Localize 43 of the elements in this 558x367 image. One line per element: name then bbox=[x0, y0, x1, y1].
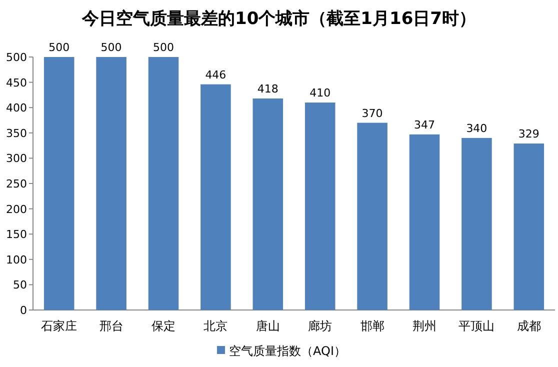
data-label: 500 bbox=[100, 41, 122, 54]
x-tick-label: 平顶山 bbox=[458, 319, 495, 333]
data-label: 370 bbox=[362, 106, 383, 120]
y-tick-label: 400 bbox=[6, 102, 27, 115]
bar bbox=[252, 98, 284, 310]
bar bbox=[357, 122, 388, 310]
bar bbox=[148, 57, 179, 310]
data-label: 446 bbox=[205, 68, 226, 82]
y-tick-label: 50 bbox=[13, 278, 27, 292]
x-tick-label: 邢台 bbox=[99, 319, 124, 333]
bar bbox=[44, 57, 74, 310]
y-tick-label: 350 bbox=[6, 126, 27, 140]
y-tick-label: 450 bbox=[6, 76, 27, 90]
bar bbox=[96, 57, 126, 310]
y-tick-label: 500 bbox=[6, 51, 27, 64]
data-label: 329 bbox=[518, 128, 540, 141]
x-tick-label: 北京 bbox=[204, 319, 228, 333]
data-label: 418 bbox=[257, 82, 278, 96]
data-label: 347 bbox=[414, 118, 435, 132]
y-tick-label: 150 bbox=[6, 228, 27, 242]
x-tick-label: 邯郸 bbox=[360, 319, 384, 333]
chart-title: 今日空气质量最差的10个城市（截至1月16日7时） bbox=[81, 9, 476, 29]
data-label: 500 bbox=[48, 41, 70, 54]
x-tick-label: 廊坊 bbox=[308, 319, 332, 333]
bar bbox=[200, 84, 231, 310]
y-tick-label: 300 bbox=[6, 152, 27, 166]
data-label: 340 bbox=[466, 122, 488, 135]
bar bbox=[462, 138, 492, 310]
bar bbox=[514, 144, 544, 310]
data-label: 500 bbox=[153, 41, 174, 54]
y-tick-label: 200 bbox=[6, 202, 27, 216]
x-tick-label: 荆州 bbox=[412, 319, 436, 333]
x-tick-label: 成都 bbox=[516, 319, 541, 333]
legend-label: 空气质量指数（AQI） bbox=[229, 344, 346, 358]
bar bbox=[409, 134, 440, 310]
y-tick-label: 100 bbox=[6, 253, 27, 266]
data-label: 410 bbox=[310, 86, 331, 100]
bar bbox=[304, 102, 336, 310]
x-tick-label: 保定 bbox=[152, 319, 176, 333]
y-tick-label: 0 bbox=[20, 304, 27, 317]
x-tick-label: 石家庄 bbox=[41, 319, 78, 333]
y-tick-label: 250 bbox=[6, 178, 27, 190]
x-tick-label: 唐山 bbox=[256, 319, 280, 333]
